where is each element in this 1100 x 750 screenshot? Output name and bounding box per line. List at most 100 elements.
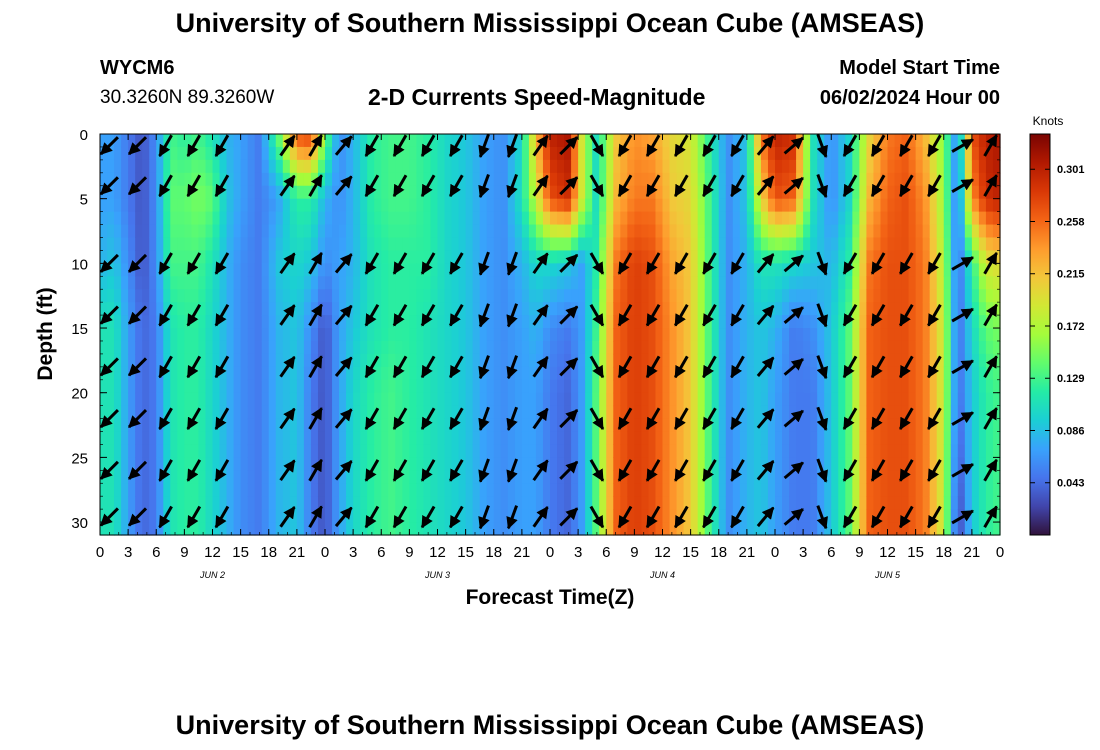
heatmap-cell	[894, 289, 903, 303]
heatmap-cell	[803, 340, 811, 355]
heatmap-cell	[416, 315, 425, 329]
heatmap-cell	[135, 353, 143, 368]
heatmap-cell	[676, 134, 685, 148]
heatmap-cell	[233, 328, 242, 342]
heatmap-cell	[831, 392, 839, 407]
current-arrow	[783, 176, 804, 195]
heatmap-cell	[950, 405, 959, 420]
heatmap-cell	[746, 496, 755, 510]
heatmap-cell	[810, 198, 818, 213]
heatmap-cell	[746, 276, 755, 290]
heatmap-cell	[627, 353, 635, 368]
heatmap-cell	[149, 159, 157, 174]
heatmap-cell	[247, 328, 256, 342]
heatmap-cell	[964, 431, 973, 446]
heatmap-cell	[592, 250, 600, 264]
heatmap-cell	[381, 418, 389, 433]
heatmap-cell	[613, 134, 621, 148]
heatmap-cell	[121, 366, 129, 381]
heatmap-cell	[789, 340, 797, 355]
heatmap-cell	[121, 211, 129, 226]
heatmap-cell	[177, 276, 185, 290]
heatmap-cell	[226, 509, 235, 523]
heatmap-cell	[739, 263, 748, 277]
heatmap-cell	[310, 379, 319, 394]
current-arrow	[730, 252, 745, 275]
heatmap-cell	[275, 224, 284, 239]
heatmap-cell	[641, 224, 650, 239]
heatmap-cell	[254, 250, 263, 264]
heatmap-cell	[655, 340, 664, 355]
heatmap-cell	[620, 405, 628, 420]
heatmap-cell	[915, 483, 924, 497]
heatmap-cell	[838, 237, 846, 252]
heatmap-cell	[289, 211, 298, 226]
heatmap-cell	[437, 418, 446, 433]
heatmap-cell	[521, 172, 530, 187]
heatmap-cell	[388, 522, 396, 536]
y-axis-label: Depth (ft)	[34, 287, 57, 380]
heatmap-cell	[978, 496, 987, 510]
heatmap-cell	[859, 185, 868, 200]
heatmap-cell	[985, 224, 994, 239]
current-arrow	[702, 134, 717, 158]
heatmap-cell	[894, 146, 903, 161]
heatmap-cell	[824, 353, 832, 368]
heatmap-cell	[718, 353, 727, 368]
heatmap-cell	[226, 483, 235, 497]
heatmap-cell	[170, 509, 178, 523]
heatmap-cell	[866, 159, 875, 174]
heatmap-cell	[578, 444, 586, 458]
current-arrow	[214, 134, 230, 158]
current-arrow	[756, 175, 775, 196]
heatmap-cell	[198, 431, 207, 446]
heatmap-cell	[388, 159, 396, 174]
heatmap-cell	[782, 198, 790, 213]
heatmap-cell	[472, 470, 481, 484]
heatmap-cell	[943, 340, 952, 355]
heatmap-cell	[261, 405, 270, 420]
heatmap-cell	[268, 172, 277, 187]
heatmap-cell	[852, 172, 860, 187]
heatmap-cell	[641, 302, 650, 316]
heatmap-cell	[437, 340, 446, 355]
heatmap-cell	[303, 483, 312, 497]
heatmap-cell	[880, 315, 889, 329]
heatmap-cell	[514, 340, 523, 355]
heatmap-cell	[627, 146, 635, 161]
heatmap-cell	[817, 276, 825, 290]
heatmap-cell	[374, 172, 382, 187]
heatmap-cell	[303, 431, 312, 446]
heatmap-cell	[845, 353, 853, 368]
heatmap-cell	[915, 405, 924, 420]
heatmap-cell	[978, 353, 987, 368]
heatmap-cell	[121, 276, 129, 290]
heatmap-cell	[170, 315, 178, 329]
heatmap-cell	[641, 250, 650, 264]
heatmap-cell	[261, 366, 270, 381]
heatmap-cell	[500, 315, 509, 329]
heatmap-cell	[409, 509, 418, 523]
heatmap-cell	[775, 276, 783, 290]
heatmap-cell	[233, 405, 242, 420]
heatmap-cell	[184, 522, 193, 536]
heatmap-cell	[444, 366, 453, 381]
heatmap-cell	[142, 405, 150, 420]
current-arrow	[99, 460, 119, 480]
heatmap-cell	[233, 353, 242, 368]
heatmap-cell	[170, 185, 178, 200]
heatmap-cell	[360, 302, 368, 316]
y-tick-label: 15	[71, 321, 88, 338]
x-tick-label: 0	[546, 544, 554, 561]
current-arrow	[279, 407, 296, 430]
heatmap-cell	[332, 496, 340, 510]
heatmap-cell	[367, 392, 375, 407]
heatmap-cell	[317, 211, 326, 226]
current-arrow	[842, 459, 858, 482]
heatmap-cell	[451, 340, 460, 355]
heatmap-cell	[240, 509, 249, 523]
heatmap-cell	[971, 379, 980, 394]
heatmap-cell	[683, 237, 692, 252]
heatmap-cell	[880, 379, 889, 394]
